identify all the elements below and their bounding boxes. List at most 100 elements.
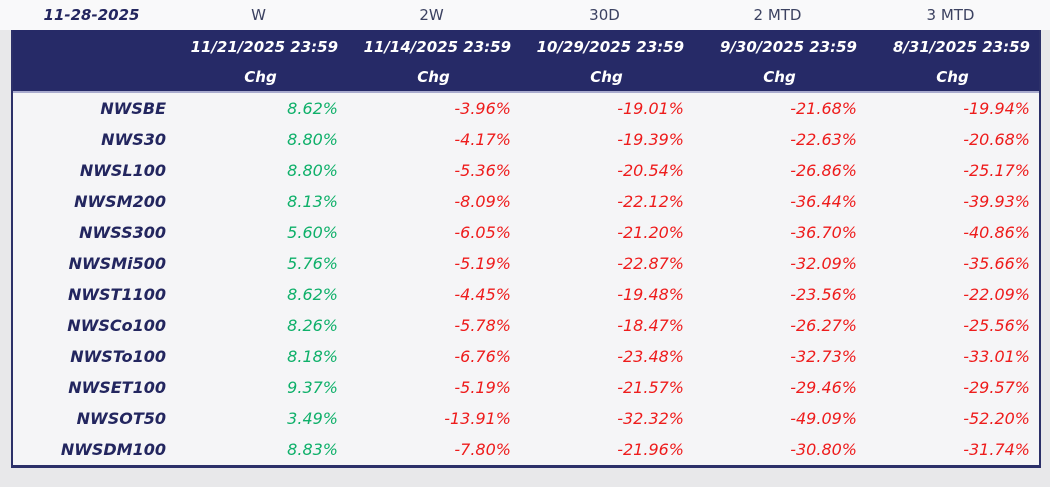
period-label-3: 30D — [589, 6, 620, 24]
asof-date-2: 11/14/2025 23:59 — [363, 37, 511, 56]
chg-label-3: Chg — [590, 68, 623, 86]
chg-label-5: Chg — [936, 68, 969, 86]
table-row: NWSDM100 8.83% -7.80% -21.96% -30.80% -31.74% — [13, 434, 1039, 465]
index-name: NWSMi500 — [68, 254, 166, 273]
change-value: -5.78% — [454, 316, 511, 335]
table-body: NWSBE 8.62% -3.96% -19.01% -21.68% -19.94% NWS… — [13, 91, 1039, 465]
asof-date-1: 11/21/2025 23:59 — [190, 37, 338, 56]
index-name: NWSS300 — [79, 223, 166, 242]
change-value: 8.80% — [287, 130, 338, 149]
index-name: NWSL100 — [79, 161, 166, 180]
asof-date-5: 8/31/2025 23:59 — [893, 37, 1030, 56]
period-label-1: W — [251, 6, 266, 24]
index-name: NWSCo100 — [67, 316, 166, 335]
change-value: 5.76% — [287, 254, 338, 273]
change-value: 8.18% — [287, 347, 338, 366]
asof-date-row: 11/21/2025 23:59 11/14/2025 23:59 10/29/20… — [13, 30, 1039, 63]
change-value: -18.47% — [617, 316, 684, 335]
change-value: -22.63% — [790, 130, 857, 149]
index-name: NWS30 — [101, 130, 166, 149]
table-row: NWSMi500 5.76% -5.19% -22.87% -32.09% -35.66% — [13, 248, 1039, 279]
table-row: NWSET100 9.37% -5.19% -21.57% -29.46% -29.57% — [13, 372, 1039, 403]
index-name: NWSET100 — [68, 378, 166, 397]
change-value: -32.09% — [790, 254, 857, 273]
change-value: 8.83% — [287, 440, 338, 459]
table-header-band: 11/21/2025 23:59 11/14/2025 23:59 10/29/20… — [13, 30, 1039, 91]
change-value: -21.96% — [617, 440, 684, 459]
chg-label-2: Chg — [417, 68, 450, 86]
change-value: -19.94% — [963, 99, 1030, 118]
table-row: NWSCo100 8.26% -5.78% -18.47% -26.27% -25.56% — [13, 310, 1039, 341]
change-value: -21.57% — [617, 378, 684, 397]
change-value: -36.44% — [790, 192, 857, 211]
change-value: -33.01% — [963, 347, 1030, 366]
change-value: 8.62% — [287, 285, 338, 304]
change-value: -7.80% — [454, 440, 511, 459]
chg-label-1: Chg — [244, 68, 277, 86]
change-value: -22.87% — [617, 254, 684, 273]
change-value: -23.48% — [617, 347, 684, 366]
change-value: -40.86% — [963, 223, 1030, 242]
change-value: -26.86% — [790, 161, 857, 180]
returns-table: 11/21/2025 23:59 11/14/2025 23:59 10/29/20… — [11, 30, 1041, 468]
change-value: -36.70% — [790, 223, 857, 242]
table-row: NWST1100 8.62% -4.45% -19.48% -23.56% -22.09% — [13, 279, 1039, 310]
change-value: -31.74% — [963, 440, 1030, 459]
report-date: 11-28-2025 — [43, 6, 140, 24]
table-row: NWSL100 8.80% -5.36% -20.54% -26.86% -25.17% — [13, 155, 1039, 186]
index-name: NWSBE — [100, 99, 166, 118]
change-value: -32.32% — [617, 409, 684, 428]
chg-label-4: Chg — [763, 68, 796, 86]
table-row: NWSOT50 3.49% -13.91% -32.32% -49.09% -52.20% — [13, 403, 1039, 434]
change-value: -4.17% — [454, 130, 511, 149]
change-value: -22.09% — [963, 285, 1030, 304]
change-value: -6.76% — [454, 347, 511, 366]
table-row: NWSS300 5.60% -6.05% -21.20% -36.70% -40.86% — [13, 217, 1039, 248]
index-name: NWSM200 — [74, 192, 166, 211]
change-value: -20.68% — [963, 130, 1030, 149]
table-row: NWS30 8.80% -4.17% -19.39% -22.63% -20.68% — [13, 124, 1039, 155]
table-row: NWSM200 8.13% -8.09% -22.12% -36.44% -39.93% — [13, 186, 1039, 217]
change-value: -3.96% — [454, 99, 511, 118]
change-value: -25.56% — [963, 316, 1030, 335]
header-spacer — [13, 63, 174, 91]
change-value: -19.48% — [617, 285, 684, 304]
change-value: 8.13% — [287, 192, 338, 211]
index-name: NWST1100 — [67, 285, 166, 304]
change-value: -5.19% — [454, 254, 511, 273]
period-label-2: 2W — [419, 6, 444, 24]
change-value: -4.45% — [454, 285, 511, 304]
header-spacer — [13, 30, 174, 63]
change-value: -22.12% — [617, 192, 684, 211]
change-value: -21.20% — [617, 223, 684, 242]
change-value: 8.80% — [287, 161, 338, 180]
change-value: -5.19% — [454, 378, 511, 397]
change-value: -19.01% — [617, 99, 684, 118]
index-name: NWSTo100 — [70, 347, 166, 366]
change-value: -35.66% — [963, 254, 1030, 273]
change-value: 8.62% — [287, 99, 338, 118]
change-value: 8.26% — [287, 316, 338, 335]
change-value: -5.36% — [454, 161, 511, 180]
change-value: -20.54% — [617, 161, 684, 180]
period-label-4: 2 MTD — [753, 6, 802, 24]
change-value: -30.80% — [790, 440, 857, 459]
change-value: -21.68% — [790, 99, 857, 118]
period-header-row: 11-28-2025 W 2W 30D 2 MTD 3 MTD — [0, 0, 1050, 30]
index-name: NWSOT50 — [76, 409, 166, 428]
asof-date-3: 10/29/2025 23:59 — [536, 37, 684, 56]
change-value: -13.91% — [444, 409, 511, 428]
change-value: -6.05% — [454, 223, 511, 242]
change-value: 9.37% — [287, 378, 338, 397]
asof-date-4: 9/30/2025 23:59 — [720, 37, 857, 56]
change-value: 3.49% — [287, 409, 338, 428]
change-value: -23.56% — [790, 285, 857, 304]
change-value: 5.60% — [287, 223, 338, 242]
chg-label-row: Chg Chg Chg Chg Chg — [13, 63, 1039, 91]
table-row: NWSBE 8.62% -3.96% -19.01% -21.68% -19.94% — [13, 93, 1039, 124]
change-value: -26.27% — [790, 316, 857, 335]
change-value: -29.46% — [790, 378, 857, 397]
change-value: -39.93% — [963, 192, 1030, 211]
index-name: NWSDM100 — [60, 440, 166, 459]
change-value: -52.20% — [963, 409, 1030, 428]
